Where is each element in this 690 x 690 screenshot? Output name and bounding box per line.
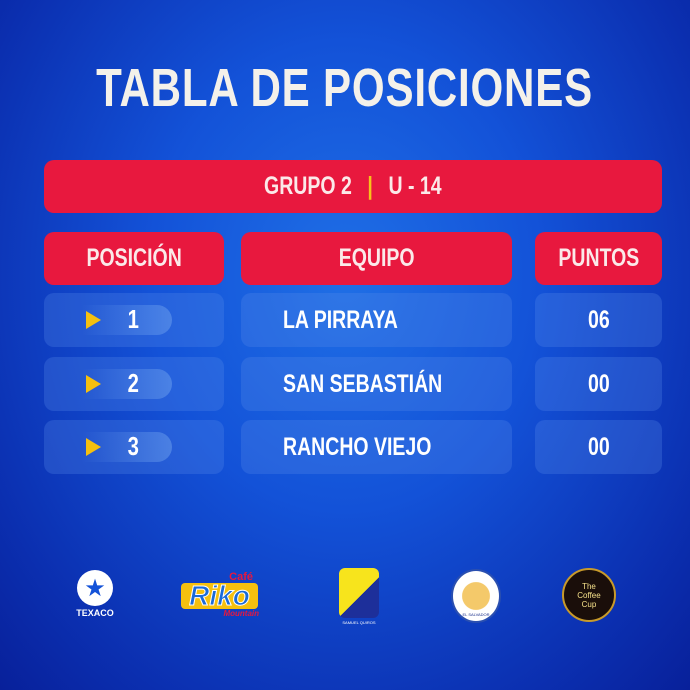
position-cell: [44, 293, 224, 347]
points-cell: 06: [535, 293, 662, 347]
position-number: 2: [127, 368, 139, 398]
points-cell: 00: [535, 357, 662, 411]
team-cell: RANCHO VIEJO: [241, 420, 512, 474]
arrow-right-icon: [86, 311, 101, 329]
team-cell: SAN SEBASTIÁN: [241, 357, 512, 411]
samuel-quiros-logo: SAMUEL QUIROS: [336, 566, 382, 626]
coffee-cup-logo: The Coffee Cup: [562, 568, 616, 622]
group-banner: GRUPO 2 | U - 14: [44, 160, 662, 213]
position-number: 1: [127, 304, 139, 334]
group-label: GRUPO 2: [264, 172, 353, 200]
header-points: PUNTOS: [535, 232, 662, 285]
separator: |: [367, 172, 374, 200]
riko-logo: Café Riko Mountain: [172, 567, 267, 621]
category-label: U - 14: [388, 172, 442, 200]
star-icon: ★: [77, 570, 113, 606]
arrow-right-icon: [86, 438, 101, 456]
texaco-logo: ★ TEXACO: [70, 568, 120, 620]
arrow-right-icon: [86, 375, 101, 393]
points-cell: 00: [535, 420, 662, 474]
team-cell: LA PIRRAYA: [241, 293, 512, 347]
position-cell: [44, 357, 224, 411]
page-title: TABLA DE POSICIONES: [96, 58, 594, 118]
position-cell: [44, 420, 224, 474]
header-team: EQUIPO: [241, 232, 512, 285]
apfp-logo: EL SALVADOR: [450, 568, 502, 624]
position-number: 3: [127, 431, 139, 461]
header-position: POSICIÓN: [44, 232, 224, 285]
